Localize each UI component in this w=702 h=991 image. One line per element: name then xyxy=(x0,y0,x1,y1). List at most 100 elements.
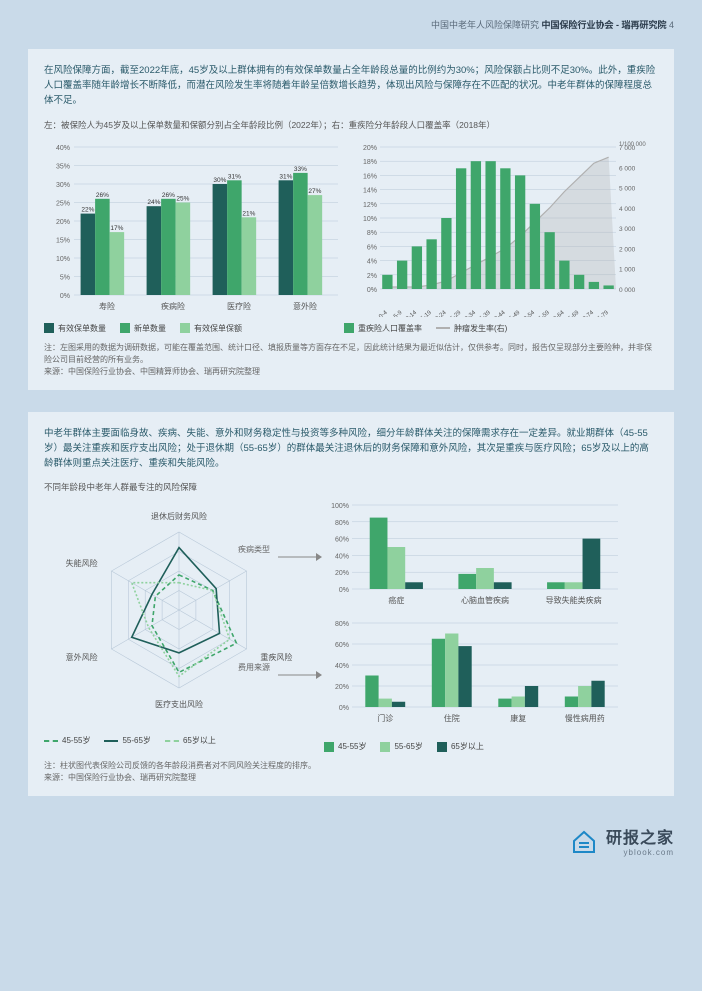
small-charts-legend: 45-55岁 55-65岁 65岁以上 xyxy=(324,741,658,752)
small-chart-title: 费用来源 xyxy=(238,662,270,673)
panel1-subtitle: 左：被保险人为45岁及以上保单数量和保额分别占全年龄段比例（2022年）；右：重… xyxy=(44,119,658,131)
radar-column: 退休后财务风险重疾风险医疗支出风险意外风险失能风险 45-55岁 55-65岁 … xyxy=(44,499,314,752)
legend-label: 45-55岁 xyxy=(338,741,366,752)
svg-text:1 000: 1 000 xyxy=(619,266,636,273)
legend-item: 55-65岁 xyxy=(380,741,422,752)
svg-text:癌症: 癌症 xyxy=(388,595,404,605)
svg-text:1/100 000: 1/100 000 xyxy=(619,142,646,148)
legend-label: 有效保单保额 xyxy=(194,323,242,334)
svg-text:心脑血管疾病: 心脑血管疾病 xyxy=(461,595,509,605)
svg-text:17%: 17% xyxy=(110,225,123,232)
svg-text:65-69: 65-69 xyxy=(565,309,581,316)
legend-item: 45-55岁 xyxy=(324,741,366,752)
svg-text:10-14: 10-14 xyxy=(403,309,419,316)
legend-item: 重疾险人口覆盖率 xyxy=(344,323,422,334)
panel2-notes: 注：柱状图代表保险公司反馈的各年龄段消费者对不同风险关注程度的排序。 来源：中国… xyxy=(44,760,658,784)
svg-text:住院: 住院 xyxy=(444,713,460,723)
legend-label: 重疾险人口覆盖率 xyxy=(358,323,422,334)
svg-text:门诊: 门诊 xyxy=(377,713,393,723)
svg-text:0%: 0% xyxy=(60,293,70,300)
svg-text:45-49: 45-49 xyxy=(506,309,522,316)
legend-item: 新单数量 xyxy=(120,323,166,334)
svg-text:8%: 8% xyxy=(367,230,377,237)
svg-text:慢性病用药: 慢性病用药 xyxy=(565,713,605,723)
svg-text:26%: 26% xyxy=(162,191,175,198)
legend-left: 有效保单数量 新单数量 有效保单保额 xyxy=(44,323,344,334)
home-icon xyxy=(570,827,598,855)
watermark-cn: 研报之家 xyxy=(606,824,674,848)
svg-text:60%: 60% xyxy=(335,642,349,649)
svg-text:0%: 0% xyxy=(339,705,349,712)
svg-text:10%: 10% xyxy=(56,256,70,263)
svg-text:20%: 20% xyxy=(335,684,349,691)
legend-item: 65岁以上 xyxy=(165,735,216,746)
svg-text:20-24: 20-24 xyxy=(432,309,448,316)
svg-text:20%: 20% xyxy=(335,570,349,577)
svg-text:3 000: 3 000 xyxy=(619,226,636,233)
svg-text:2 000: 2 000 xyxy=(619,246,636,253)
watermark: 研报之家 yblook.com xyxy=(28,824,674,857)
svg-text:16%: 16% xyxy=(363,173,377,180)
svg-text:5%: 5% xyxy=(60,274,70,281)
svg-text:33%: 33% xyxy=(294,165,307,172)
svg-text:25%: 25% xyxy=(176,195,189,202)
svg-text:31%: 31% xyxy=(228,173,241,180)
svg-text:30%: 30% xyxy=(56,182,70,189)
panel1-charts-row: 0%5%10%15%20%25%30%35%40%22%26%17%寿险24%2… xyxy=(44,137,658,317)
svg-text:5 000: 5 000 xyxy=(619,185,636,192)
legend-item: 有效保单数量 xyxy=(44,323,106,334)
svg-text:21%: 21% xyxy=(242,210,255,217)
svg-text:25-29: 25-29 xyxy=(447,309,463,316)
svg-text:80%: 80% xyxy=(335,621,349,628)
legend-label: 55-65岁 xyxy=(122,735,150,746)
legend-right: 重疾险人口覆盖率 肿瘤发生率(右) xyxy=(344,323,507,334)
legend-item: 65岁以上 xyxy=(437,741,484,752)
svg-text:26%: 26% xyxy=(96,191,109,198)
svg-text:50-54: 50-54 xyxy=(521,309,537,316)
svg-text:60-64: 60-64 xyxy=(550,309,566,316)
small-bar-chart-1: 0%20%40%60%80%100%癌症心脑血管疾病导致失能类疾病 xyxy=(324,499,624,607)
radar-legend: 45-55岁 55-65岁 65岁以上 xyxy=(44,735,314,746)
panel2-subtitle: 不同年龄段中老年人群最专注的风险保障 xyxy=(44,481,658,493)
svg-text:40%: 40% xyxy=(335,663,349,670)
small-chart-title: 疾病类型 xyxy=(238,544,270,555)
small-chart-cost-source: 费用来源 0%20%40%60%80%门诊住院康复慢性病用药 xyxy=(324,617,658,725)
svg-text:27%: 27% xyxy=(308,188,321,195)
svg-text:75-79: 75-79 xyxy=(594,309,610,316)
svg-text:康复: 康复 xyxy=(510,713,526,723)
legend-label: 肿瘤发生率(右) xyxy=(454,323,507,334)
svg-text:15%: 15% xyxy=(56,237,70,244)
svg-text:4 000: 4 000 xyxy=(619,205,636,212)
svg-text:24%: 24% xyxy=(147,199,160,206)
note-line: 来源：中国保险行业协会、中国精算师协会、瑞再研究院整理 xyxy=(44,366,658,378)
legend-label: 45-55岁 xyxy=(62,735,90,746)
panel1-notes: 注：左图采用的数据为调研数据，可能在覆盖范围、统计口径、填报质量等方面存在不足，… xyxy=(44,342,658,378)
arrow-icon xyxy=(276,547,322,567)
svg-text:70-74: 70-74 xyxy=(580,309,596,316)
svg-text:20%: 20% xyxy=(363,145,377,152)
panel1-intro: 在风险保障方面，截至2022年底，45岁及以上群体拥有的有效保单数量占全年龄段总… xyxy=(44,63,658,109)
note-line: 注：柱状图代表保险公司反馈的各年龄段消费者对不同风险关注程度的排序。 xyxy=(44,760,658,772)
svg-text:0-4: 0-4 xyxy=(378,309,389,316)
svg-text:18%: 18% xyxy=(363,159,377,166)
svg-text:10%: 10% xyxy=(363,216,377,223)
legend-label: 65岁以上 xyxy=(183,735,216,746)
bar-line-chart-right: 0%2%4%6%8%10%12%14%16%18%20%0 0001 0002 … xyxy=(352,137,652,317)
svg-text:22%: 22% xyxy=(81,206,94,213)
legend-label: 55-65岁 xyxy=(394,741,422,752)
svg-text:31%: 31% xyxy=(279,173,292,180)
svg-text:疾病险: 疾病险 xyxy=(161,301,185,311)
legend-item: 肿瘤发生率(右) xyxy=(436,323,507,334)
svg-text:35-39: 35-39 xyxy=(476,309,492,316)
svg-text:0%: 0% xyxy=(367,287,377,294)
legend-item: 45-55岁 xyxy=(44,735,90,746)
svg-text:意外风险: 意外风险 xyxy=(66,652,98,662)
svg-text:20%: 20% xyxy=(56,219,70,226)
svg-text:导致失能类疾病: 导致失能类疾病 xyxy=(546,595,602,605)
page-header: 中国中老年人风险保障研究 中国保险行业协会 - 瑞再研究院 4 xyxy=(28,18,674,31)
watermark-logo: 研报之家 yblook.com xyxy=(570,824,674,857)
legend-item: 有效保单保额 xyxy=(180,323,242,334)
svg-text:医疗支出风险: 医疗支出风险 xyxy=(155,699,203,709)
note-line: 来源：中国保险行业协会、瑞再研究院整理 xyxy=(44,772,658,784)
small-bar-chart-2: 0% 20% 40% 60% 80% 门诊 住院 康复 慢性病用药 xyxy=(324,617,624,725)
